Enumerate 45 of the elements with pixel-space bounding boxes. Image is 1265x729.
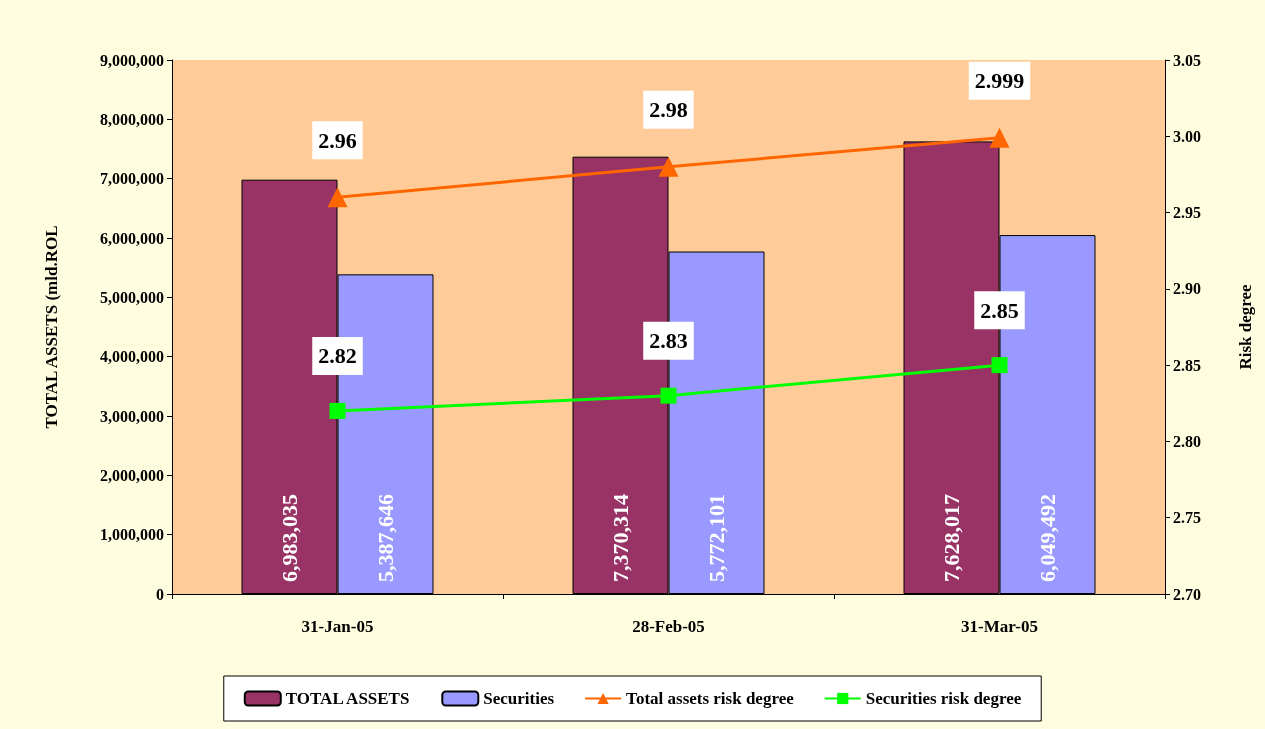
- x-tick-label: 28-Feb-05: [632, 617, 705, 636]
- point: [327, 187, 348, 208]
- data-label: 5,387,646: [372, 494, 398, 582]
- y2-tick-label: 2.70: [1173, 585, 1201, 603]
- x-tick-label: 31-Jan-05: [301, 617, 374, 636]
- y2-tick-label: 2.75: [1173, 509, 1201, 527]
- y-axis-title: TOTAL ASSETS (mld.ROL: [42, 225, 61, 429]
- data-label: 6,983,035: [277, 494, 303, 582]
- point: [658, 156, 679, 177]
- y-tick-label: 2,000,000: [100, 466, 164, 484]
- y-tick-label: 4,000,000: [100, 348, 164, 366]
- data-label: 2.999: [974, 68, 1025, 94]
- data-label: 7,370,314: [608, 494, 634, 582]
- y-tick-label: 3,000,000: [100, 407, 164, 425]
- x-tick-label: 31-Mar-05: [961, 617, 1038, 636]
- point: [329, 402, 346, 419]
- y2-tick-label: 2.85: [1173, 356, 1201, 374]
- point: [991, 357, 1008, 374]
- point: [660, 387, 677, 404]
- y2-tick-label: 2.90: [1173, 280, 1201, 298]
- data-label: 5,772,101: [703, 494, 729, 582]
- y2-tick-label: 3.00: [1173, 127, 1201, 145]
- data-label: 2.98: [649, 97, 688, 123]
- data-label: 2.83: [649, 328, 688, 354]
- legend-label: TOTAL ASSETS: [285, 689, 410, 708]
- y-tick-label: 8,000,000: [100, 110, 164, 128]
- y-tick-label: 1,000,000: [100, 526, 164, 544]
- y2-tick-label: 3.05: [1173, 51, 1201, 69]
- y2-tick-label: 2.95: [1173, 204, 1201, 222]
- legend-label: Securities: [483, 689, 555, 708]
- data-label: 2.96: [318, 127, 357, 153]
- y2-axis-title: Risk degree: [1236, 283, 1255, 370]
- data-label: 6,049,492: [1034, 494, 1060, 582]
- data-label: 2.85: [980, 297, 1019, 323]
- data-label: 2.82: [318, 343, 357, 369]
- y-tick-label: 5,000,000: [100, 288, 164, 306]
- legend-label: Total assets risk degree: [626, 689, 795, 708]
- y-tick-label: 7,000,000: [100, 170, 164, 188]
- y-tick-label: 9,000,000: [100, 51, 164, 69]
- legend-label: Securities risk degree: [865, 689, 1022, 708]
- data-label: 7,628,017: [939, 494, 965, 582]
- y2-tick-label: 2.80: [1173, 432, 1201, 450]
- point: [989, 127, 1010, 148]
- y-tick-label: 0: [156, 585, 164, 603]
- y-tick-label: 6,000,000: [100, 229, 164, 247]
